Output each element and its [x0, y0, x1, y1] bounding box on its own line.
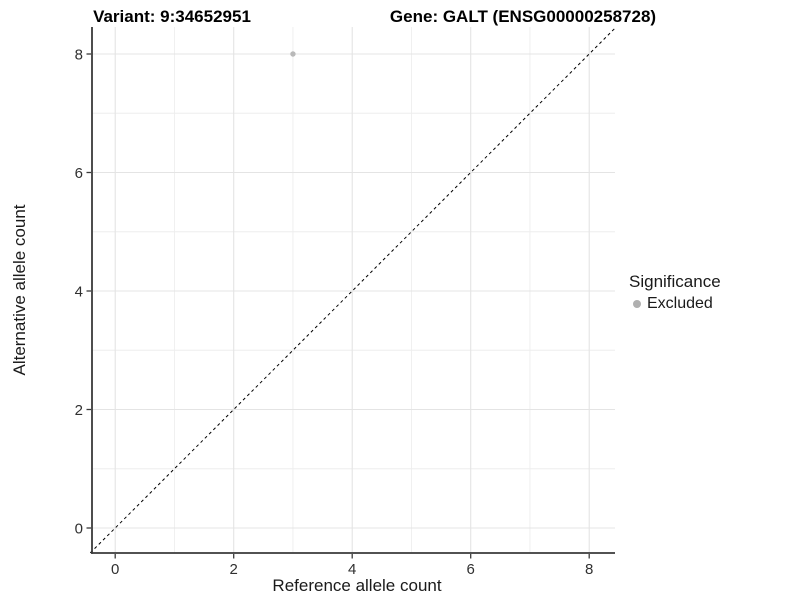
- y-axis-title: Alternative allele count: [10, 204, 29, 376]
- y-tick-label: 8: [75, 47, 83, 64]
- legend-title: Significance: [629, 272, 721, 291]
- y-tick-label: 0: [75, 521, 83, 538]
- legend-item-label: Excluded: [647, 295, 713, 312]
- x-tick-label: 8: [585, 561, 593, 578]
- gene-title: Gene: GALT (ENSG00000258728): [389, 7, 657, 26]
- y-tick-label: 4: [75, 284, 83, 301]
- x-tick-label: 0: [111, 561, 119, 578]
- y-tick-label: 6: [75, 165, 83, 182]
- legend: Significance Excluded: [629, 272, 721, 313]
- x-tick-label: 2: [230, 561, 238, 578]
- legend-item-excluded: Excluded: [629, 295, 721, 313]
- variant-title: Variant: 9:34652951: [93, 7, 251, 26]
- x-tick-label: 6: [467, 561, 475, 578]
- data-point: [290, 51, 296, 57]
- x-tick-label: 4: [348, 561, 356, 578]
- y-tick-label: 2: [75, 402, 83, 419]
- legend-dot-icon: [633, 300, 641, 308]
- x-axis-title: Reference allele count: [272, 576, 442, 595]
- identity-reference-line: [89, 27, 616, 554]
